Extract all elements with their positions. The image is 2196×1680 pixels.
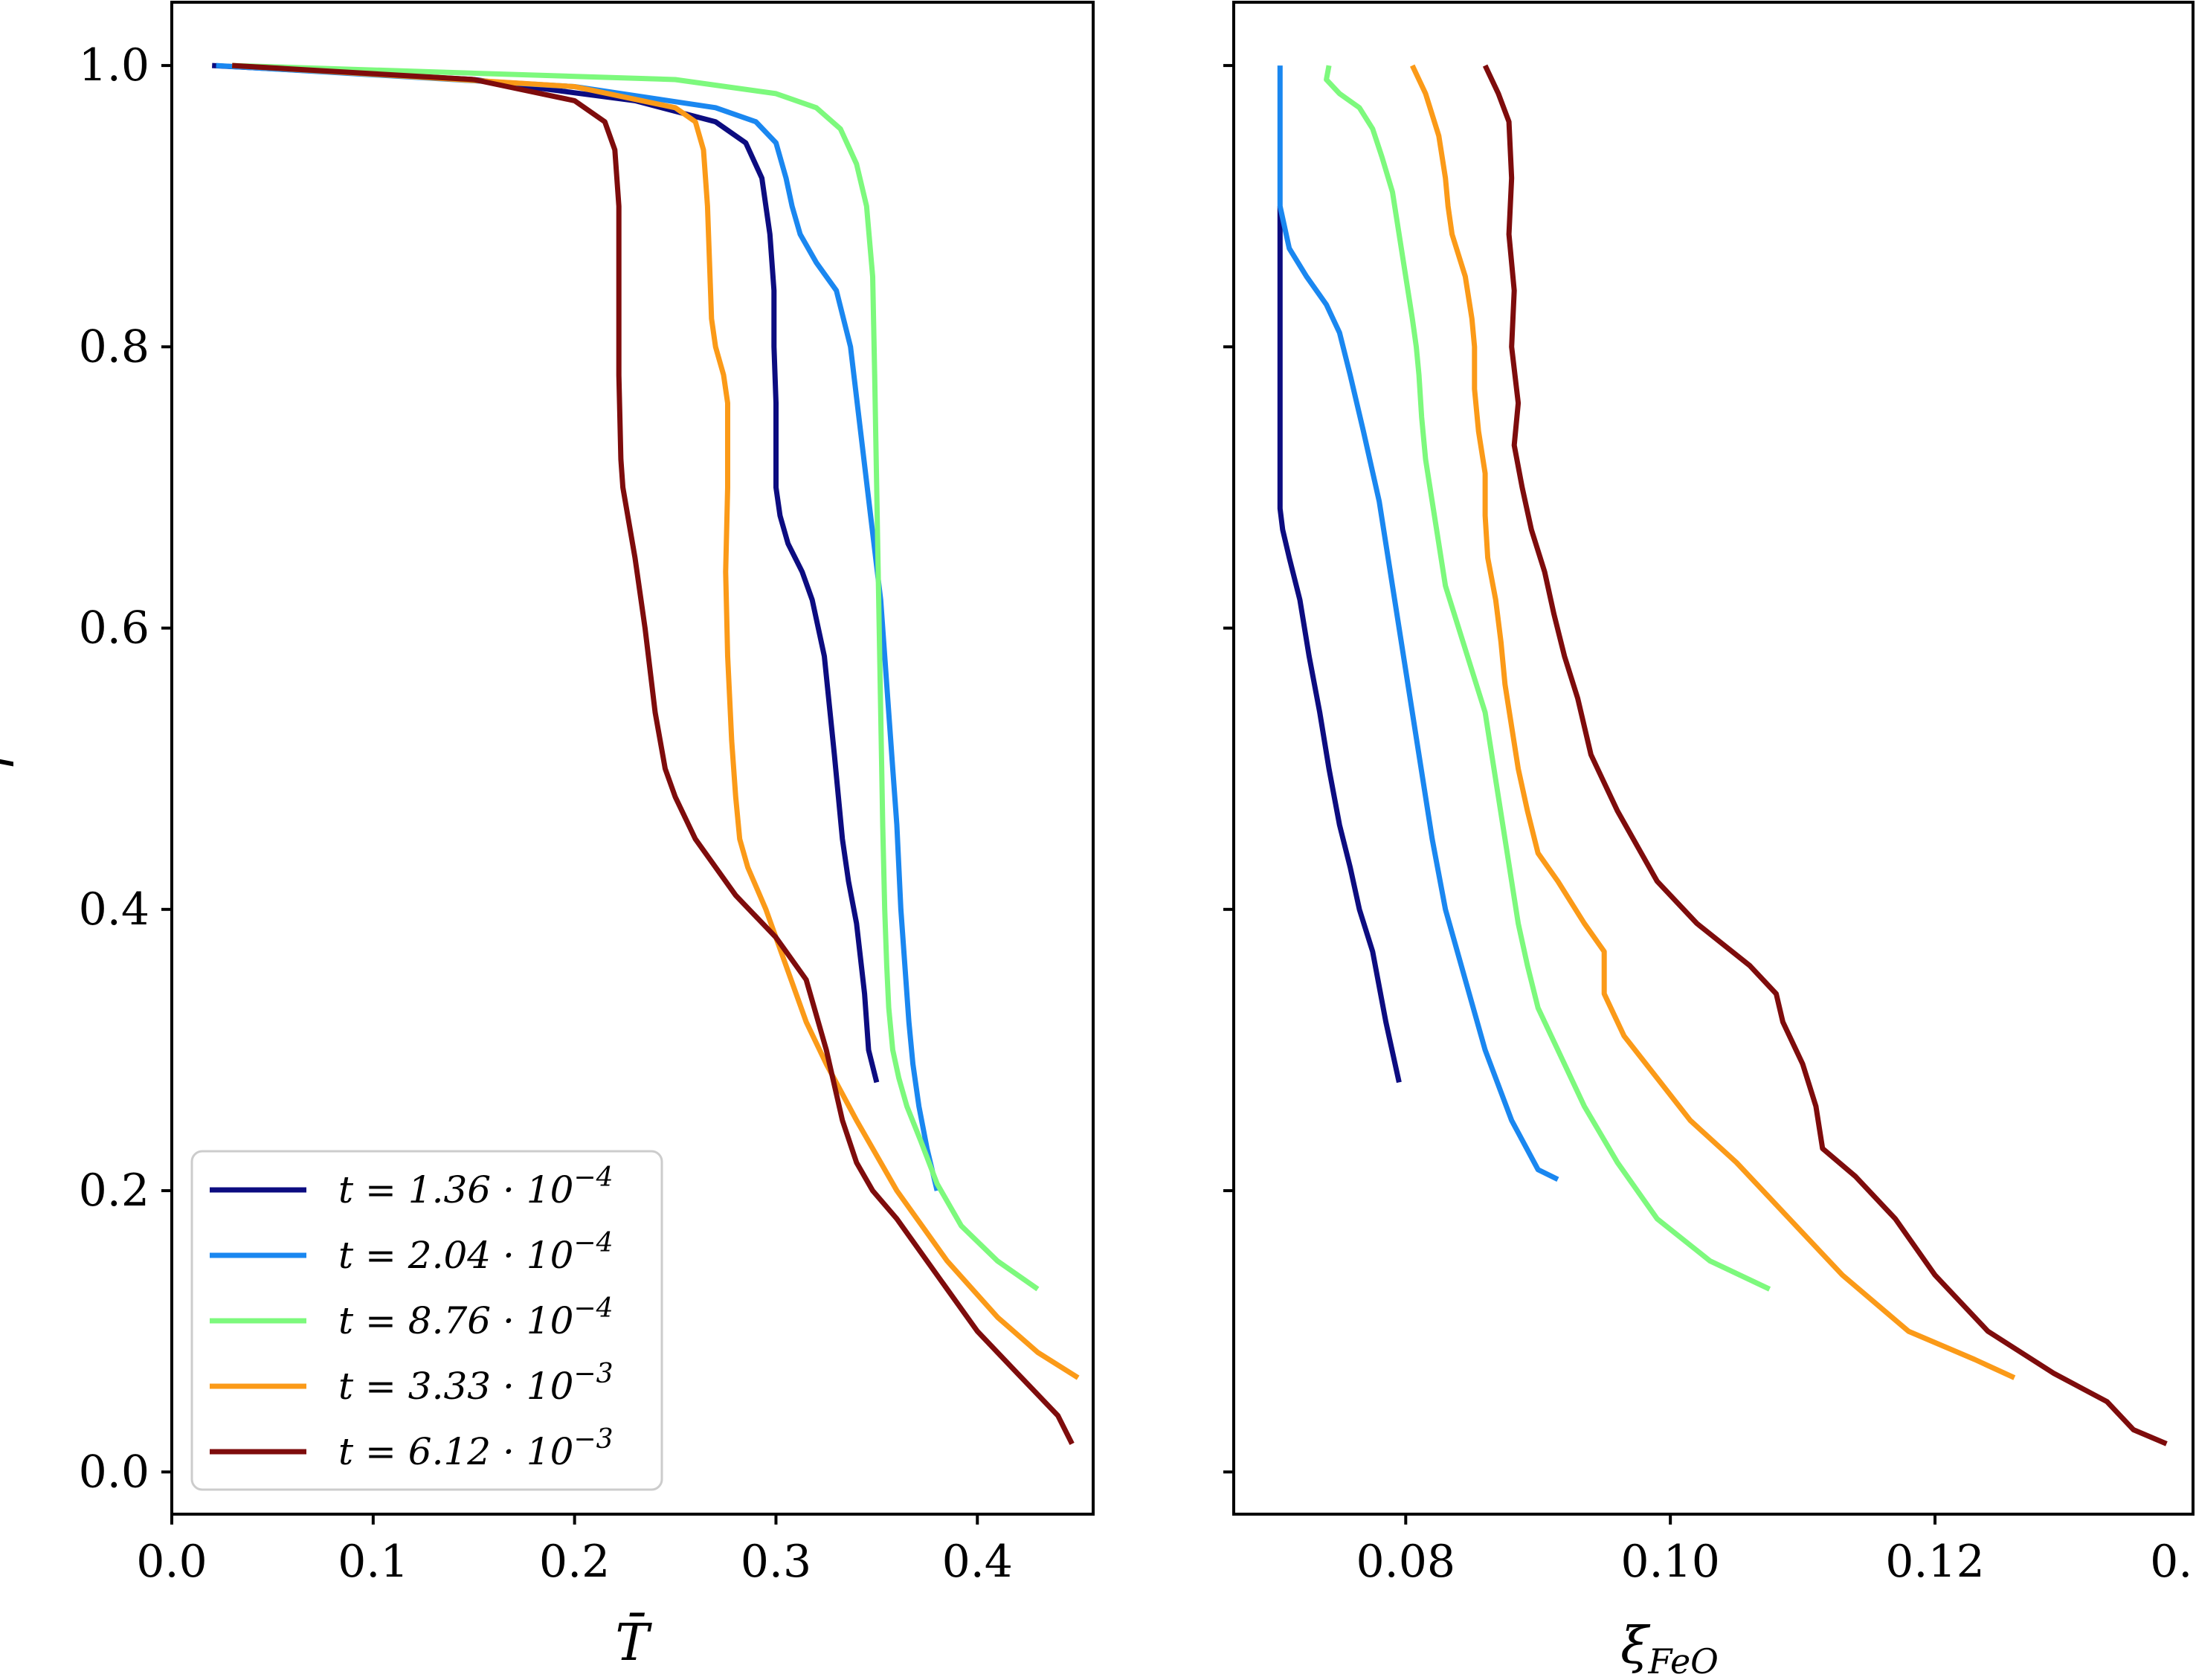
left-y-tick-label: 0.2 — [79, 1165, 149, 1217]
left-y-tick-label: 1.0 — [79, 39, 149, 91]
left-y-axis-ticks: 0.0 0.2 0.4 0.6 0.8 1.0 — [79, 39, 172, 1498]
right-plot-frame — [1232, 1, 2195, 1516]
right-series-line-3 — [1324, 65, 1771, 1292]
left-plot-panel: 0.00.10.20.30.4 0.00.20.40.60.81.0 T̄ r … — [0, 1, 1095, 1673]
left-y-tick-label: 0.6 — [79, 602, 149, 654]
left-y-axis-label: r — [0, 743, 26, 770]
left-series-line-1 — [212, 62, 880, 1084]
left-series-line-4 — [231, 62, 1080, 1380]
left-series-line-5 — [231, 62, 1075, 1445]
left-y-tick-label: 0.8 — [79, 321, 149, 373]
right-plot-lines — [1277, 64, 2168, 1446]
legend: t = 1.36 · 10−4 t = 2.04 · 10−4 t = 8.76 ·… — [190, 1150, 663, 1491]
right-series-line-1 — [1277, 206, 1402, 1084]
right-series-line-5 — [1482, 64, 2168, 1446]
right-x-axis-ticks: 0.08 0.10 0.12 0.14 — [1356, 1514, 2196, 1588]
left-plot-frame — [170, 1, 1095, 1516]
legend-label-2: t = 2.04 · 10−4 — [338, 1228, 613, 1277]
left-series-line-3 — [232, 62, 1040, 1292]
left-x-axis-ticks: 0.0 0.1 0.2 0.3 0.4 — [136, 1514, 1013, 1588]
right-plot-panel: 0.08 0.10 0.12 0.14 ξFeO — [1223, 1, 2196, 1680]
left-x-axis-label: T̄ — [615, 1614, 652, 1673]
legend-label-4: t = 3.33 · 10−3 — [338, 1359, 613, 1408]
legend-box — [190, 1150, 663, 1491]
legend-label-1: t = 1.36 · 10−4 — [338, 1162, 613, 1211]
left-x-tick-label: 0.4 — [942, 1536, 1013, 1588]
right-x-tick-label: 0.12 — [1885, 1536, 1985, 1588]
right-y-axis-ticks — [1223, 64, 1234, 1474]
left-y-tick-label: 0.0 — [79, 1446, 149, 1498]
left-x-tick-label: 0.0 — [136, 1536, 207, 1588]
right-x-axis-label: ξFeO — [1620, 1617, 1719, 1680]
legend-label-5: t = 6.12 · 10−3 — [338, 1424, 613, 1473]
left-x-tick-label: 0.2 — [539, 1536, 610, 1588]
left-plot-lines — [212, 62, 1080, 1445]
right-x-tick-label: 0.10 — [1620, 1536, 1720, 1588]
legend-label-3: t = 8.76 · 10−4 — [338, 1293, 613, 1342]
right-series-line-4 — [1410, 64, 2016, 1380]
left-y-tick-label: 0.4 — [79, 884, 149, 936]
right-series-line-2 — [1277, 65, 1559, 1182]
right-x-tick-label: 0.08 — [1356, 1536, 1456, 1588]
left-x-tick-label: 0.3 — [741, 1536, 811, 1588]
left-x-tick-label: 0.1 — [338, 1536, 408, 1588]
left-series-line-2 — [216, 62, 940, 1191]
right-x-tick-label: 0.14 — [2150, 1536, 2196, 1588]
